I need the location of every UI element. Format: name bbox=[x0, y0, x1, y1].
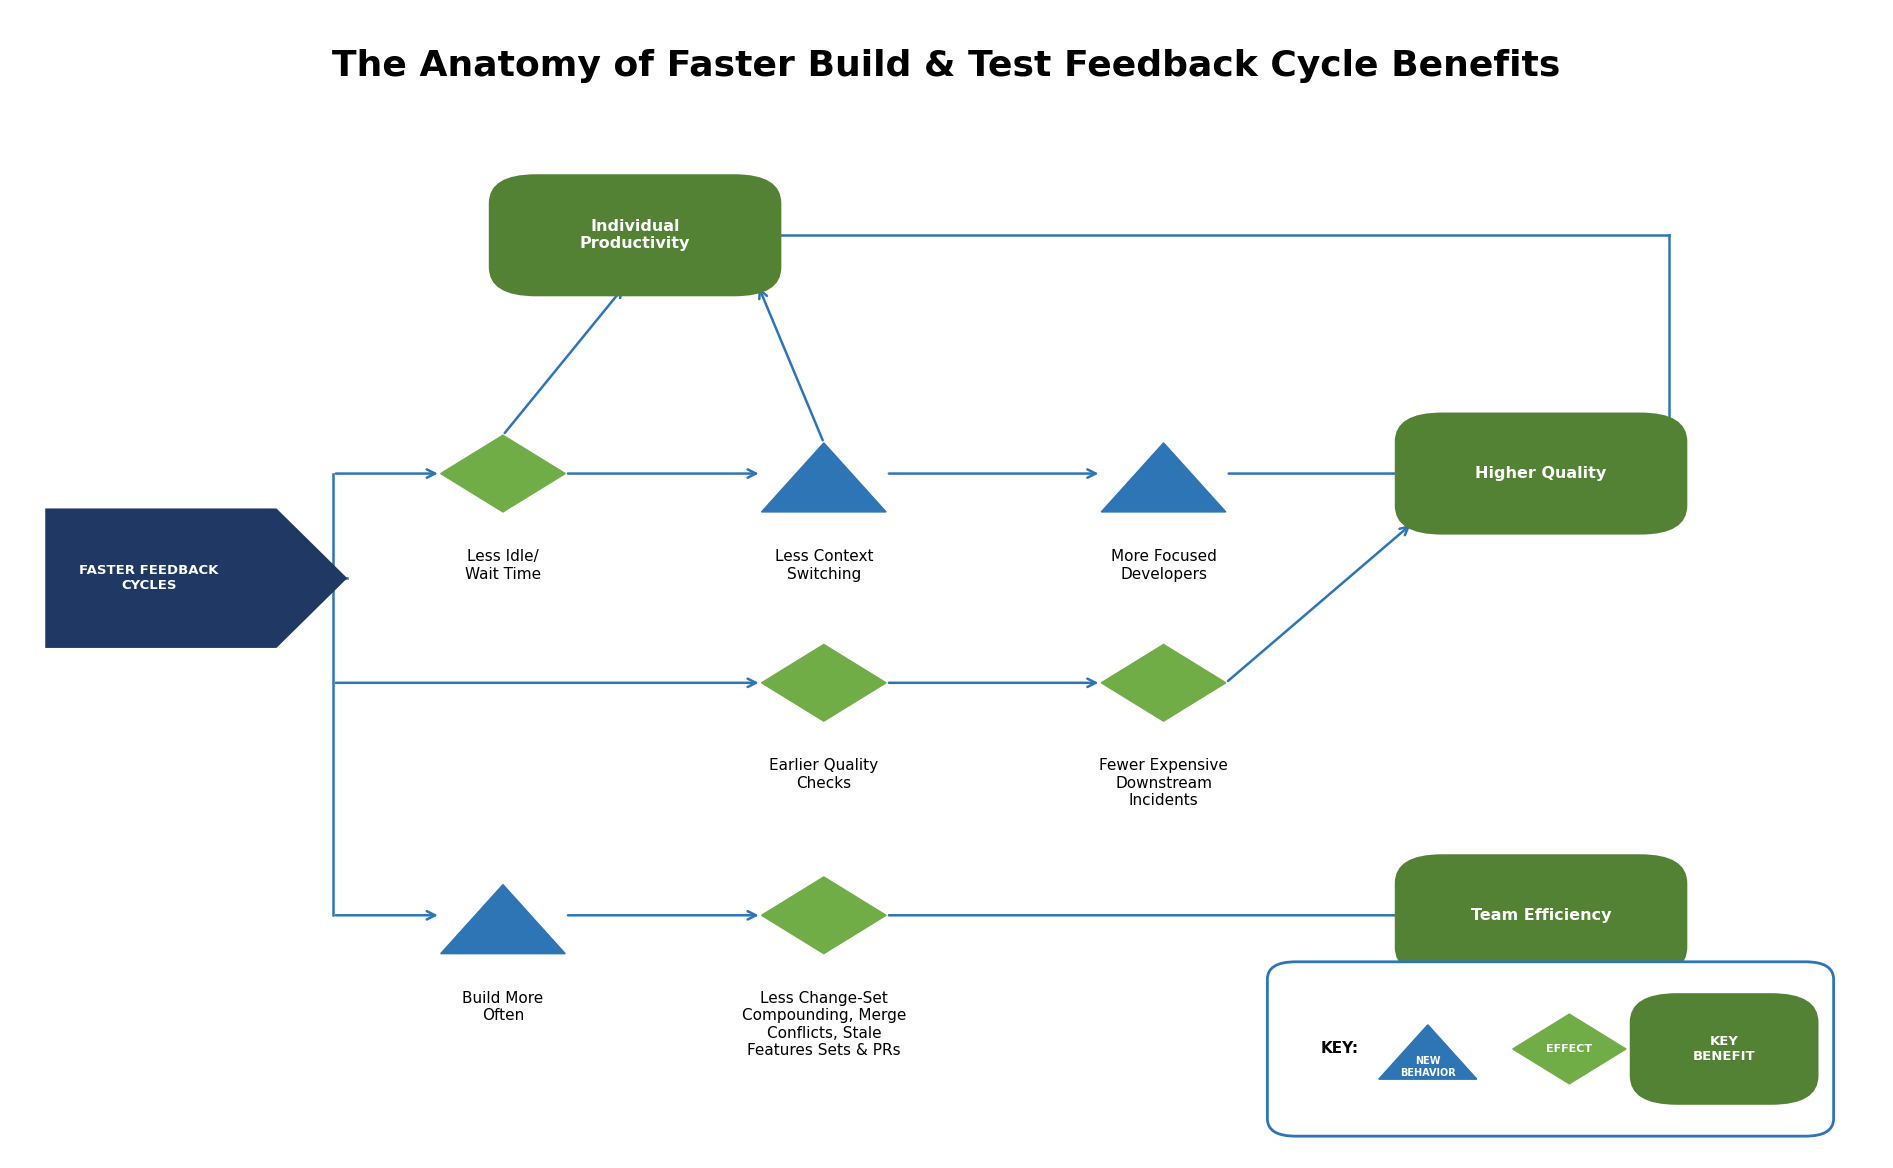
Text: More Focused
Developers: More Focused Developers bbox=[1111, 549, 1217, 582]
Polygon shape bbox=[761, 645, 886, 721]
Text: Build More
Often: Build More Often bbox=[462, 990, 543, 1023]
Text: Less Change-Set
Compounding, Merge
Conflicts, Stale
Features Sets & PRs: Less Change-Set Compounding, Merge Confl… bbox=[742, 990, 907, 1058]
Text: FASTER FEEDBACK
CYCLES: FASTER FEEDBACK CYCLES bbox=[80, 564, 220, 592]
Text: Less Context
Switching: Less Context Switching bbox=[774, 549, 873, 582]
Text: The Anatomy of Faster Build & Test Feedback Cycle Benefits: The Anatomy of Faster Build & Test Feedb… bbox=[333, 49, 1560, 83]
Polygon shape bbox=[761, 443, 886, 512]
Polygon shape bbox=[1513, 1014, 1626, 1084]
Text: Earlier Quality
Checks: Earlier Quality Checks bbox=[769, 758, 878, 791]
Text: Team Efficiency: Team Efficiency bbox=[1471, 908, 1611, 923]
Text: Higher Quality: Higher Quality bbox=[1475, 466, 1607, 481]
Text: EFFECT: EFFECT bbox=[1547, 1044, 1592, 1054]
Polygon shape bbox=[45, 508, 346, 648]
Text: KEY
BENEFIT: KEY BENEFIT bbox=[1692, 1035, 1755, 1063]
FancyBboxPatch shape bbox=[488, 174, 782, 297]
Polygon shape bbox=[761, 877, 886, 953]
FancyBboxPatch shape bbox=[1268, 961, 1834, 1136]
FancyBboxPatch shape bbox=[1630, 993, 1819, 1105]
Text: NEW
BEHAVIOR: NEW BEHAVIOR bbox=[1401, 1056, 1456, 1078]
FancyBboxPatch shape bbox=[1395, 412, 1687, 535]
Polygon shape bbox=[441, 436, 566, 512]
Text: Fewer Expensive
Downstream
Incidents: Fewer Expensive Downstream Incidents bbox=[1100, 758, 1229, 808]
Text: Individual
Productivity: Individual Productivity bbox=[579, 220, 691, 251]
Text: Less Idle/
Wait Time: Less Idle/ Wait Time bbox=[466, 549, 541, 582]
Polygon shape bbox=[441, 884, 566, 953]
Text: KEY:: KEY: bbox=[1319, 1042, 1359, 1057]
Polygon shape bbox=[1378, 1024, 1477, 1079]
Polygon shape bbox=[1102, 443, 1227, 512]
Polygon shape bbox=[1102, 645, 1227, 721]
FancyBboxPatch shape bbox=[1395, 854, 1687, 976]
